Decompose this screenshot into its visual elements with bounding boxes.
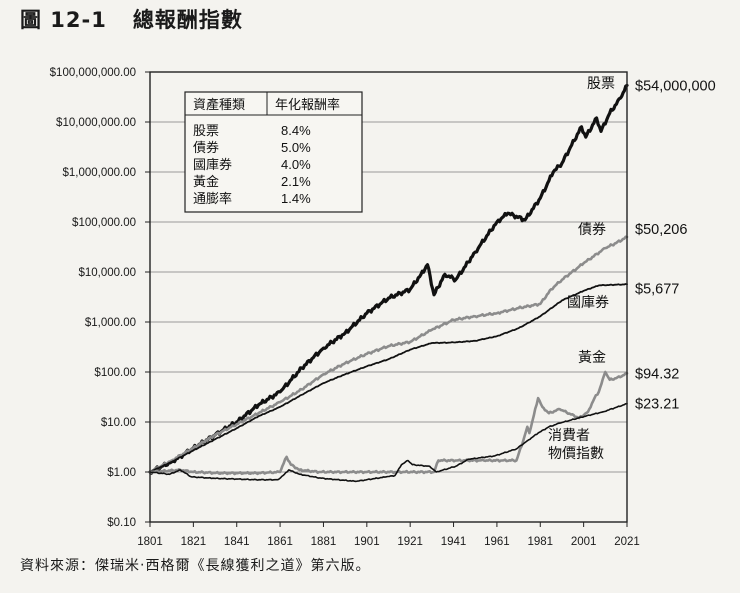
y-tick-label: $100,000,000.00 — [50, 67, 136, 79]
table-cell-asset: 股票 — [193, 123, 219, 138]
table-cell-return: 8.4% — [281, 123, 311, 138]
y-tick-label: $10,000.00 — [78, 267, 136, 279]
series-labels: $54,000,000 $50,206 $5,677 $94.32 $23.21 股票債券… — [548, 75, 716, 461]
series-lines — [148, 83, 629, 483]
table-cell-asset: 黃金 — [193, 174, 219, 189]
table-box — [184, 91, 363, 213]
table-cell-return: 1.4% — [281, 191, 311, 206]
x-tick-label: 2021 — [614, 536, 640, 548]
final-value-label: $94.32 — [635, 366, 679, 382]
table-cell-return: 5.0% — [281, 140, 311, 155]
series-name-label: 股票 — [587, 75, 615, 91]
grid-lines — [150, 71, 627, 523]
x-tick-label: 1841 — [224, 536, 250, 548]
table-cell-return: 2.1% — [281, 174, 311, 189]
final-value-label: $50,206 — [635, 222, 687, 238]
x-tick-label: 1981 — [527, 536, 553, 548]
figure-number: 圖 12-1 — [20, 8, 107, 32]
y-tick-label: $1,000,000.00 — [62, 167, 136, 179]
x-tick-label: 1861 — [267, 536, 293, 548]
final-value-label: $5,677 — [635, 281, 679, 297]
table-header-return: 年化報酬率 — [275, 97, 340, 112]
table-cell-return: 4.0% — [281, 157, 311, 172]
y-tick-label: $10.00 — [101, 417, 136, 429]
x-tick-label: 2001 — [571, 536, 597, 548]
series-name-label: 消費者 — [548, 427, 590, 443]
x-tick-label: 1901 — [354, 536, 380, 548]
series-name-label: 債券 — [578, 221, 606, 237]
x-tick-label: 1881 — [311, 536, 337, 548]
table-cell-asset: 國庫券 — [193, 157, 232, 172]
y-tick-label: $100,000.00 — [72, 217, 136, 229]
x-tick-label: 1941 — [441, 536, 467, 548]
figure-title: 圖 12-1 總報酬指數 — [20, 4, 243, 34]
table-cell-asset: 債券 — [193, 140, 219, 155]
y-tick-label: $1.00 — [107, 467, 136, 479]
series-name-label: 國庫券 — [567, 294, 609, 310]
y-tick-label: $10,000,000.00 — [56, 117, 136, 129]
source-note: 資料來源：傑瑞米‧西格爾《長線獲利之道》第六版。 — [20, 558, 371, 574]
x-tick-label: 1821 — [181, 536, 207, 548]
plot-frame — [149, 71, 628, 523]
y-axis-ticks: $100,000,000.00 $10,000,000.00 $1,000,000.… — [50, 67, 150, 529]
table-header-asset: 資產種類 — [193, 97, 245, 112]
table-cell-asset: 通膨率 — [193, 191, 232, 206]
y-tick-label: $100.00 — [94, 367, 136, 379]
series-name-label-line2: 物價指數 — [548, 445, 604, 461]
x-axis-ticks: 1801 1821 1841 1861 1881 1901 1921 1941 1961 1981… — [137, 522, 640, 548]
series-line-5 — [149, 402, 628, 483]
final-value-label: $54,000,000 — [635, 78, 716, 94]
x-tick-label: 1921 — [397, 536, 423, 548]
x-tick-label: 1961 — [484, 536, 510, 548]
y-tick-label: $0.10 — [107, 517, 136, 529]
final-value-label: $23.21 — [635, 397, 679, 413]
series-line-4 — [148, 370, 629, 476]
figure-title-text: 總報酬指數 — [132, 8, 243, 32]
series-line-3 — [149, 283, 628, 473]
series-line-2 — [148, 235, 629, 474]
y-tick-label: $1,000.00 — [85, 317, 136, 329]
x-tick-label: 1801 — [137, 536, 163, 548]
series-name-label: 黃金 — [578, 349, 606, 365]
